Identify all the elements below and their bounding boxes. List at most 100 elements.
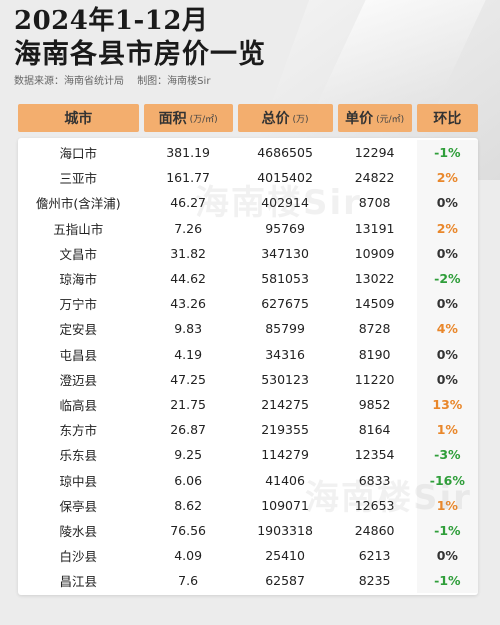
cell-area: 6.06 (174, 472, 203, 488)
page-header: 2024年1-12月 海南各县市房价一览 数据来源：海南省统计局 制图：海南楼S… (0, 0, 500, 106)
table-body: 海口市 381.19 4686505 12294 -1% 三亚市 161.77 4015402… (18, 138, 478, 596)
cell-area: 76.56 (170, 522, 207, 538)
cell-city: 琼中县 (59, 473, 98, 489)
cell-city: 临高县 (59, 397, 98, 413)
cell-mom-change: -1% (416, 568, 478, 594)
cell-area: 21.75 (170, 396, 207, 412)
column-header: 城市 (18, 104, 139, 132)
cell-unit-price: 8708 (358, 195, 391, 211)
cell-unit-price: 13022 (354, 271, 395, 287)
cell-city: 乐东县 (59, 448, 98, 464)
cell-unit-price: 6213 (358, 548, 391, 564)
cell-city: 万宁市 (59, 297, 98, 313)
cell-unit-price: 24860 (354, 522, 395, 538)
cell-total-price: 530123 (261, 371, 309, 387)
cell-area: 381.19 (166, 145, 210, 161)
cell-unit-price: 14509 (354, 296, 395, 312)
cell-total-price: 95769 (265, 220, 305, 236)
cell-total-price: 219355 (261, 422, 309, 438)
column-header-label: 城市 (64, 111, 93, 127)
cell-city: 昌江县 (59, 574, 98, 590)
table-row: 五指山市 7.26 95769 13191 2% (18, 215, 478, 241)
cell-mom-change: 4% (416, 316, 478, 342)
cell-city: 澄迈县 (59, 372, 98, 388)
cell-mom-change: 0% (416, 291, 478, 317)
cell-city: 海口市 (59, 146, 98, 162)
table-row: 白沙县 4.09 25410 6213 0% (18, 543, 478, 569)
table-row: 海口市 381.19 4686505 12294 -1% (18, 140, 478, 166)
cell-total-price: 114279 (261, 447, 309, 463)
cell-total-price: 581053 (261, 271, 309, 287)
cell-mom-change: 0% (416, 190, 478, 216)
cell-total-price: 1903318 (257, 522, 313, 538)
cell-area: 8.62 (174, 497, 203, 513)
table-row: 琼中县 6.06 41406 6833 -16% (18, 467, 478, 493)
table-row: 保亭县 8.62 109071 12653 1% (18, 492, 478, 518)
cell-area: 9.83 (174, 321, 203, 337)
cell-area: 47.25 (170, 371, 207, 387)
table-row: 三亚市 161.77 4015402 24822 2% (18, 165, 478, 191)
cell-city: 定安县 (59, 322, 98, 338)
column-header-unit: (万/㎡) (189, 114, 218, 125)
cell-city: 屯昌县 (59, 347, 98, 363)
table-row: 琼海市 44.62 581053 13022 -2% (18, 265, 478, 292)
cell-city: 琼海市 (59, 272, 98, 288)
cell-area: 7.6 (178, 573, 199, 589)
table-row: 定安县 9.83 85799 8728 4% (18, 316, 478, 342)
cell-total-price: 214275 (261, 396, 309, 412)
cell-total-price: 41406 (265, 472, 305, 488)
table-row: 文昌市 31.82 347130 10909 0% (18, 240, 478, 266)
cell-mom-change: 13% (416, 391, 478, 418)
cell-total-price: 347130 (261, 245, 309, 261)
column-header: 面积 (万/㎡) (143, 104, 233, 132)
cell-city: 保亭县 (59, 498, 98, 514)
cell-area: 4.19 (174, 346, 203, 362)
column-header-label: 环比 (433, 111, 462, 127)
cell-total-price: 62587 (265, 573, 305, 589)
cell-city: 三亚市 (59, 171, 98, 187)
cell-area: 4.09 (174, 548, 203, 564)
cell-unit-price: 8235 (358, 573, 391, 589)
cell-total-price: 627675 (261, 296, 309, 312)
column-header-label: 面积 (158, 111, 187, 127)
source-line: 数据来源：海南省统计局 制图：海南楼Sir (14, 75, 500, 89)
cell-unit-price: 9852 (358, 396, 391, 412)
cell-unit-price: 8190 (358, 346, 391, 362)
data-source: 数据来源：海南省统计局 (14, 76, 124, 87)
column-header: 总价 (万) (237, 104, 333, 132)
cell-mom-change: 0% (416, 543, 478, 569)
table-row: 儋州市(含洋浦) 46.27 402914 8708 0% (18, 190, 478, 216)
cell-total-price: 25410 (265, 548, 305, 564)
table-row: 屯昌县 4.19 34316 8190 0% (18, 341, 478, 367)
cell-city: 儋州市(含洋浦) (35, 196, 121, 212)
cell-city: 东方市 (59, 423, 98, 439)
chart-author: 制图：海南楼Sir (137, 76, 211, 87)
cell-unit-price: 10909 (354, 245, 395, 261)
cell-mom-change: -16% (416, 467, 478, 493)
table-row: 澄迈县 47.25 530123 11220 0% (18, 366, 478, 392)
table-row: 昌江县 7.6 62587 8235 -1% (18, 568, 478, 594)
cell-unit-price: 6833 (358, 472, 391, 488)
cell-mom-change: 1% (416, 417, 478, 443)
page-title-period: 2024年1-12月 (14, 6, 209, 36)
cell-area: 26.87 (170, 422, 207, 438)
column-header: 单价 (元/㎡) (337, 104, 412, 132)
cell-city: 陵水县 (59, 523, 98, 539)
cell-city: 白沙县 (59, 549, 98, 565)
column-header-unit: (元/㎡) (376, 114, 405, 125)
cell-area: 44.62 (170, 271, 207, 287)
cell-city: 五指山市 (53, 221, 104, 237)
cell-unit-price: 11220 (354, 371, 395, 387)
column-header-unit: (万) (292, 114, 309, 125)
cell-unit-price: 8728 (358, 321, 391, 337)
cell-total-price: 34316 (265, 346, 305, 362)
price-table: 城市 面积 (万/㎡) 总价 (万) 单价 (元/㎡) 环比 海口市 381.19 4686505… (18, 104, 478, 620)
cell-area: 7.26 (174, 220, 203, 236)
cell-mom-change: 0% (416, 240, 478, 266)
cell-unit-price: 24822 (354, 170, 395, 186)
cell-unit-price: 12354 (354, 447, 395, 463)
table-row: 陵水县 76.56 1903318 24860 -1% (18, 517, 478, 543)
cell-total-price: 4686505 (257, 145, 313, 161)
table-row: 临高县 21.75 214275 9852 13% (18, 391, 478, 418)
table-row: 万宁市 43.26 627675 14509 0% (18, 291, 478, 317)
